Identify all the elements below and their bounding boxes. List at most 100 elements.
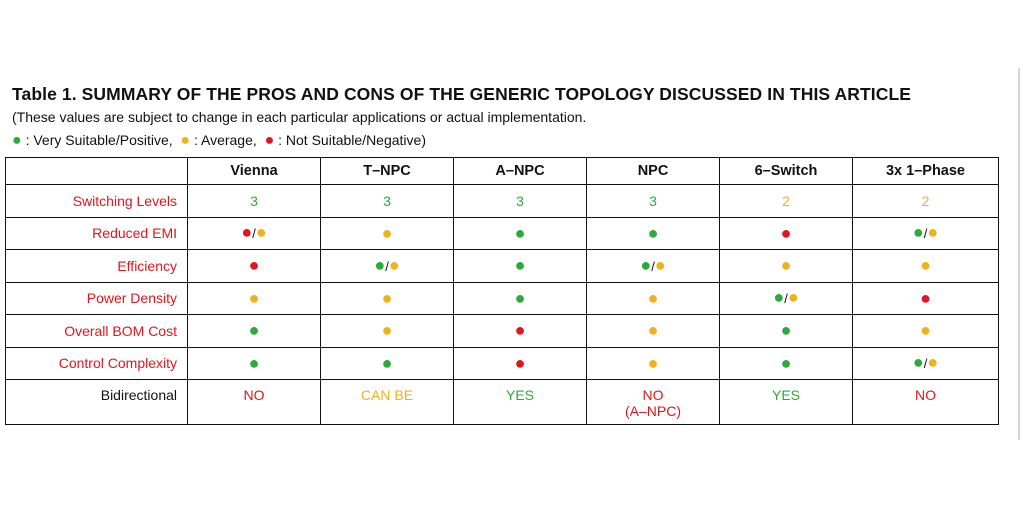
rating-cell: ● [320, 216, 454, 251]
green-dot-icon: ● [912, 352, 924, 373]
cell-value: 3 [649, 192, 657, 209]
cell-value: 3 [516, 192, 524, 209]
green-dot-icon: ● [381, 352, 393, 373]
rating-cell: 3 [320, 184, 454, 218]
rating-cell: NO [852, 379, 999, 425]
rating-cell: 3 [586, 184, 720, 218]
rating-cell: ● [852, 249, 999, 283]
yellow-dot-icon: ● [255, 222, 267, 243]
column-header: 3x 1–Phase [852, 157, 999, 185]
cell-value: NO [243, 387, 265, 404]
green-dot-icon: ● [514, 287, 526, 308]
rating-separator: / [651, 258, 655, 274]
rating-cell: ● [187, 346, 321, 381]
yellow-dot-icon: ● [381, 320, 393, 341]
column-header: 6–Switch [719, 157, 853, 185]
green-dot-icon: ● [374, 254, 386, 275]
yellow-dot-icon: ● [780, 255, 792, 276]
yellow-dot-icon: ● [381, 222, 393, 243]
row-label: Efficiency [5, 249, 188, 283]
red-dot-icon: ● [780, 222, 792, 243]
row-label: Reduced EMI [5, 216, 188, 251]
rating-separator: / [252, 226, 256, 242]
cell-value: NO [915, 387, 936, 404]
yellow-dot-icon: ● [388, 254, 400, 275]
green-dot-icon: ● [912, 222, 924, 243]
rating-cell: 3 [453, 184, 587, 218]
rating-separator: / [923, 356, 928, 372]
rating-cell: ● [453, 249, 587, 283]
column-header: T–NPC [320, 157, 454, 185]
rating-cell: NO (A–NPC) [586, 379, 720, 425]
rating-cell: ● [719, 216, 853, 251]
cell-value: YES [771, 387, 800, 404]
green-dot-icon: ● [640, 254, 652, 275]
rating-cell: CAN BE [320, 379, 454, 425]
yellow-dot-icon: ● [647, 320, 659, 341]
green-dot-icon: ● [248, 352, 260, 373]
green-dot-icon: ● [248, 320, 260, 341]
cell-value: CAN BE [360, 387, 414, 404]
yellow-dot-icon: ● [248, 287, 260, 308]
red-dot-icon: ● [264, 132, 275, 149]
cell-subvalue: (A–NPC) [624, 403, 681, 420]
rating-cell: ● [453, 216, 587, 251]
rating-cell: YES [453, 379, 587, 425]
rating-cell: ●/● [852, 346, 999, 381]
yellow-dot-icon: ● [920, 255, 931, 276]
cell-value: 3 [250, 192, 258, 209]
yellow-dot-icon: ● [647, 352, 659, 373]
rating-cell: ● [320, 346, 454, 381]
red-dot-icon: ● [514, 320, 526, 341]
summary-table: Vienna T–NPC A–NPC NPC 6–Switch 3x 1–Phase Sw… [5, 157, 999, 425]
table-row: Bidirectional NO CAN BE YES NO (A–NPC) YES NO [5, 379, 999, 425]
rating-cell: ● [187, 281, 321, 316]
legend-green-label: : Very Suitable/Positive, [25, 132, 173, 148]
rating-cell: ● [320, 314, 454, 348]
table-row: Control Complexity ● ● ● ● ● ●/● [5, 346, 999, 381]
green-dot-icon: ● [780, 320, 792, 341]
rating-cell: ●/● [719, 281, 853, 316]
row-label: Bidirectional [5, 379, 188, 425]
yellow-dot-icon: ● [927, 222, 939, 243]
rating-separator: / [385, 258, 389, 274]
rating-cell: ● [586, 346, 720, 381]
table-title: Table 1. SUMMARY OF THE PROS AND CONS OF… [12, 84, 912, 104]
table-row: Efficiency ● ●/● ● ●/● ● ● [5, 249, 999, 283]
green-dot-icon: ● [514, 222, 526, 243]
rating-cell: ● [586, 281, 720, 316]
rating-cell: NO [187, 379, 321, 425]
table-body: Switching Levels 3 3 3 3 2 2 Reduced EMI ●/● ● ● ● ●… [5, 184, 999, 425]
rating-cell: ● [453, 346, 587, 381]
green-dot-icon: ● [514, 255, 526, 276]
header-corner-cell [5, 157, 188, 185]
legend-red-label: : Not Suitable/Negative) [278, 132, 426, 148]
cell-value: YES [505, 387, 534, 404]
yellow-dot-icon: ● [787, 287, 799, 308]
green-dot-icon: ● [780, 352, 792, 373]
legend: ● : Very Suitable/Positive, ● : Average,… [12, 132, 426, 149]
table-row: Overall BOM Cost ● ● ● ● ● ● [5, 314, 999, 348]
rating-cell: ● [320, 281, 454, 316]
rating-cell: 3 [187, 184, 321, 218]
rating-cell: ● [453, 314, 587, 348]
column-header: A–NPC [453, 157, 587, 185]
rating-cell: ● [852, 314, 999, 348]
table-header-row: Vienna T–NPC A–NPC NPC 6–Switch 3x 1–Phase [5, 157, 999, 185]
yellow-dot-icon: ● [381, 287, 393, 308]
rating-cell: ● [852, 281, 999, 316]
table-row: Switching Levels 3 3 3 3 2 2 [5, 184, 999, 218]
column-header: Vienna [187, 157, 321, 185]
rating-cell: ● [187, 314, 321, 348]
red-dot-icon: ● [241, 222, 253, 243]
green-dot-icon: ● [647, 222, 659, 243]
rating-cell: 2 [852, 184, 999, 218]
rating-cell: ●/● [187, 216, 321, 251]
yellow-dot-icon: ● [647, 287, 659, 308]
rating-cell: ● [586, 314, 720, 348]
row-label: Overall BOM Cost [5, 314, 188, 348]
table-row: Reduced EMI ●/● ● ● ● ● ●/● [5, 216, 999, 251]
green-dot-icon: ● [773, 287, 785, 308]
yellow-dot-icon: ● [180, 132, 191, 149]
red-dot-icon: ● [248, 255, 260, 276]
